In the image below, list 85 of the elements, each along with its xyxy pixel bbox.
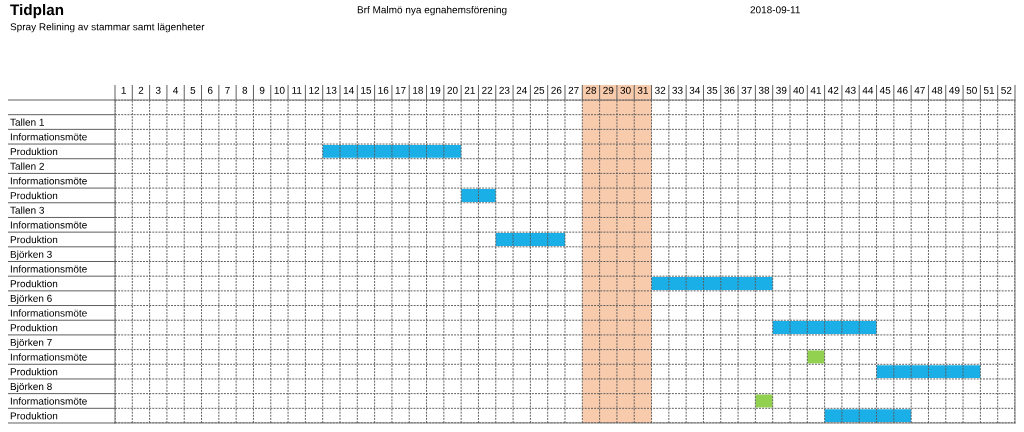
y-tick-label: Björken 7: [10, 338, 52, 348]
x-tick-label: 44: [862, 86, 874, 94]
x-tick-label: 24: [516, 86, 527, 94]
x-tick-label: 50: [966, 86, 977, 94]
x-tick-label: 31: [637, 86, 648, 94]
chart-title: Tidplan: [10, 4, 64, 19]
y-tick-label: Informationsmöte: [10, 221, 87, 229]
x-tick-label: 43: [845, 86, 856, 94]
x-tick-label: 49: [949, 86, 960, 94]
y-tick-label: Tallen 3: [10, 206, 45, 214]
bar: [876, 365, 981, 379]
x-tick-label: 33: [672, 86, 683, 94]
x-tick-label: 28: [585, 86, 597, 94]
y-tick-label: Tallen 1: [10, 118, 44, 126]
x-tick-label: 8: [242, 86, 248, 94]
x-tick-label: 18: [413, 86, 424, 94]
x-tick-label: 11: [292, 86, 302, 94]
bar: [651, 277, 773, 290]
bar: [461, 188, 496, 202]
x-tick-label: 20: [447, 86, 458, 94]
x-tick-label: 25: [533, 86, 545, 94]
x-tick-label: 39: [776, 86, 787, 94]
x-tick-label: 52: [1001, 86, 1012, 94]
x-tick-label: 51: [983, 86, 995, 94]
x-tick-label: 23: [499, 86, 510, 94]
x-tick-label: 46: [897, 86, 908, 94]
x-tick-label: 34: [689, 86, 701, 94]
x-tick-label: 45: [879, 86, 891, 94]
x-tick-label: 32: [655, 86, 666, 94]
x-tick-label: 29: [603, 86, 614, 94]
x-tick-label: 21: [464, 86, 475, 94]
y-tick-label: Informationsmöte: [10, 177, 87, 185]
chart-subtitle: Spray Relining av stammar samt lägenheter: [10, 23, 205, 33]
y-tick-label: Tallen 2: [10, 162, 44, 170]
y-tick-label: Informationsmöte: [10, 353, 87, 361]
x-tick-label: 9: [259, 86, 265, 94]
x-tick-label: 15: [361, 86, 372, 94]
x-tick-label: 37: [741, 86, 752, 94]
x-tick-label: 2: [138, 86, 144, 94]
bar: [824, 409, 912, 423]
y-tick-label: Informationsmöte: [10, 133, 87, 141]
text: Brf Malmö nya egnahemsförening: [357, 6, 507, 16]
x-tick-label: 38: [758, 86, 770, 94]
x-tick-label: 16: [378, 86, 389, 94]
x-tick-label: 19: [430, 86, 441, 94]
x-tick-label: 6: [207, 86, 213, 94]
y-tick-label: Produktion: [10, 147, 58, 156]
x-tick-label: 13: [326, 86, 337, 94]
x-tick-label: 30: [620, 86, 631, 94]
y-tick-label: Produktion: [10, 191, 58, 200]
x-tick-label: 7: [225, 86, 230, 94]
x-tick-label: 12: [309, 86, 320, 94]
bar: [322, 144, 462, 158]
x-tick-label: 4: [173, 86, 179, 94]
bar: [495, 233, 565, 246]
x-tick-label: 17: [395, 86, 406, 94]
y-tick-label: Produktion: [10, 412, 58, 420]
x-tick-label: 10: [274, 86, 285, 94]
y-tick-label: Produktion: [10, 235, 58, 244]
x-tick-label: 27: [568, 86, 579, 94]
y-tick-label: Informationsmöte: [10, 397, 87, 405]
x-tick-label: 47: [914, 86, 925, 94]
y-tick-label: Informationsmöte: [10, 265, 87, 273]
x-tick-label: 22: [482, 86, 493, 94]
y-tick-label: Informationsmöte: [10, 309, 87, 317]
x-tick-label: 26: [551, 86, 562, 94]
x-tick-label: 35: [706, 86, 718, 94]
y-tick-label: Produktion: [10, 279, 58, 288]
x-tick-label: 36: [724, 86, 735, 94]
x-tick-label: 14: [343, 86, 354, 94]
y-tick-label: Produktion: [10, 367, 58, 376]
bar: [807, 350, 825, 364]
x-tick-label: 3: [155, 86, 161, 94]
bar: [772, 321, 877, 335]
y-tick-label: Björken 6: [10, 294, 52, 304]
y-tick-label: Björken 3: [10, 250, 52, 260]
x-tick-label: 1: [121, 86, 126, 94]
x-tick-label: 42: [827, 86, 839, 94]
x-tick-label: 48: [931, 86, 943, 94]
y-tick-label: Björken 8: [10, 382, 52, 392]
x-tick-label: 41: [810, 86, 822, 94]
x-tick-label: 5: [190, 86, 196, 94]
y-tick-label: Produktion: [10, 323, 58, 332]
text: 2018-09-11: [750, 6, 800, 14]
x-tick-label: 40: [793, 86, 804, 94]
